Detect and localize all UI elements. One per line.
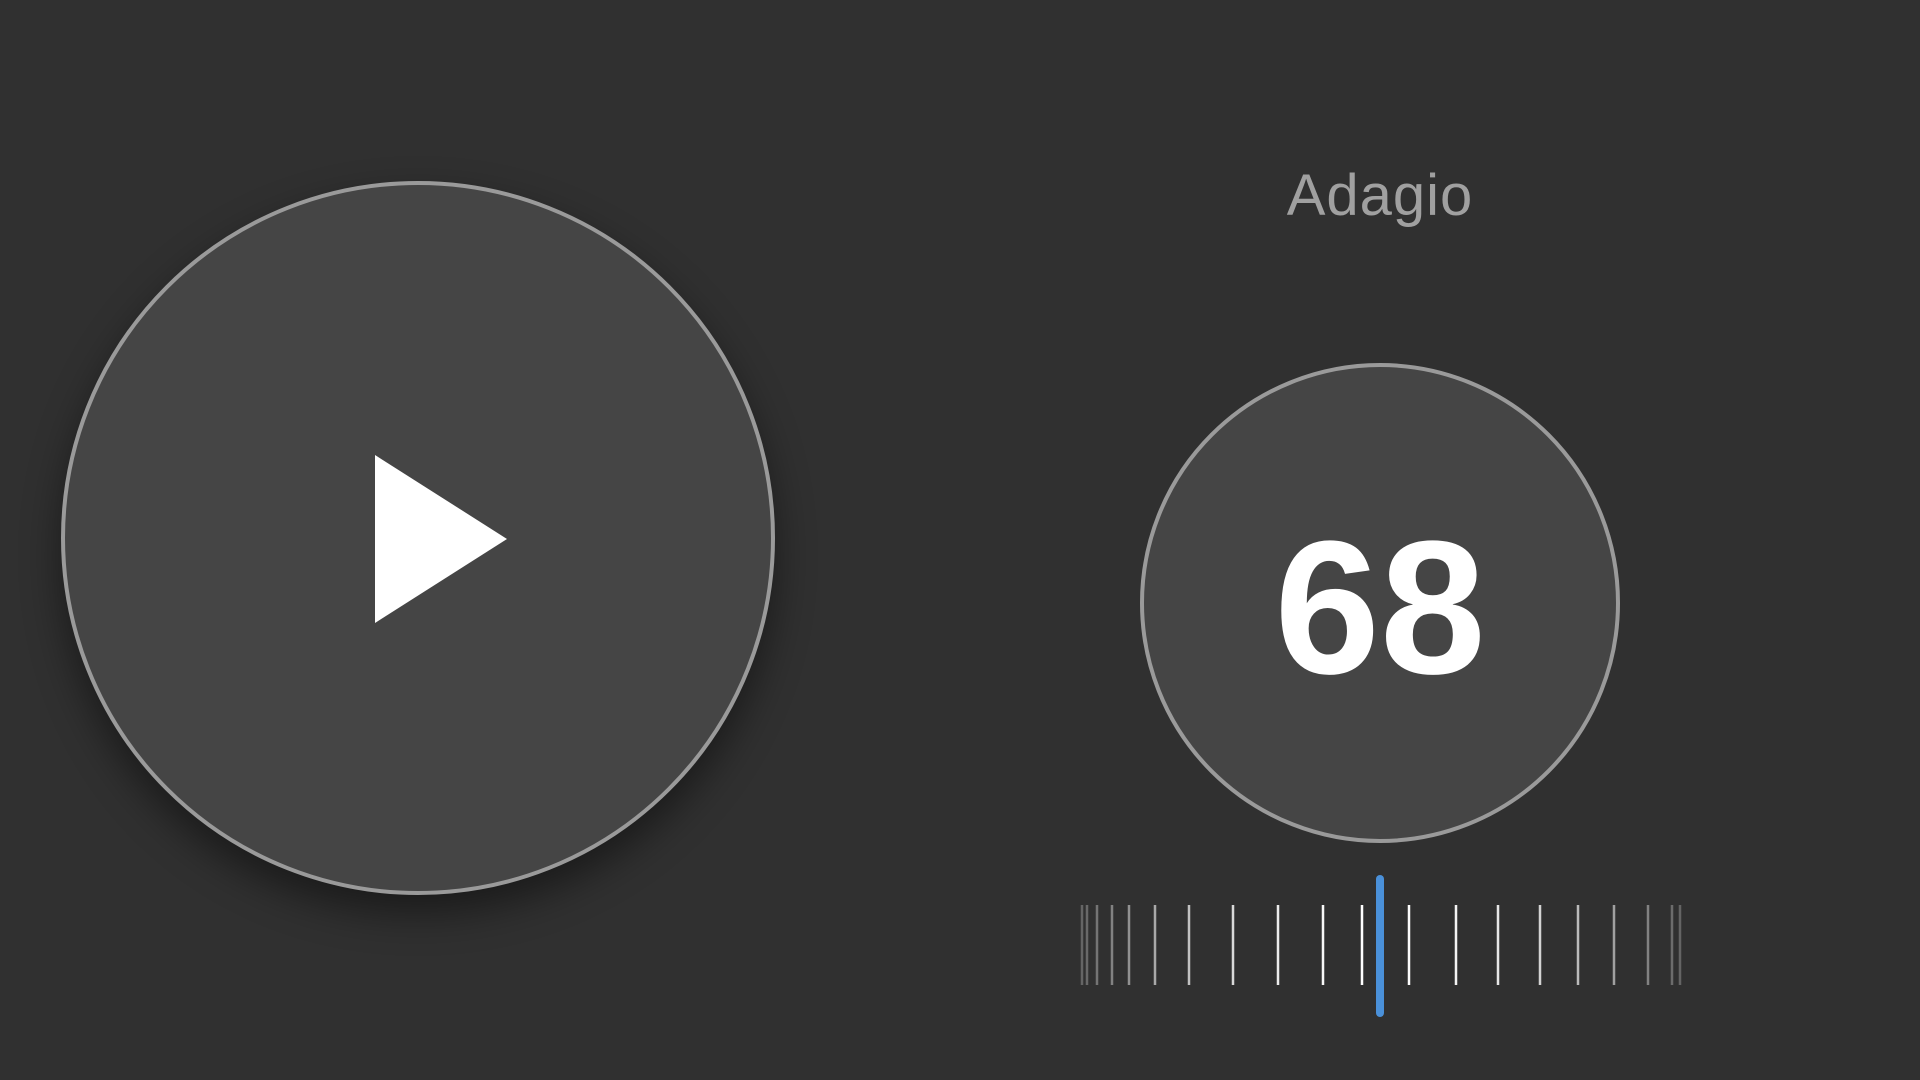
tick-mark bbox=[1646, 905, 1650, 985]
bpm-value: 68 bbox=[1274, 502, 1486, 714]
tick-wheel-graphic bbox=[1080, 875, 1682, 1017]
tick-mark bbox=[1153, 905, 1157, 985]
tick-mark bbox=[1576, 905, 1580, 985]
tick-mark bbox=[1454, 905, 1458, 985]
bpm-display[interactable]: 68 bbox=[1140, 363, 1620, 843]
tick-mark bbox=[1276, 905, 1280, 985]
tick-mark bbox=[1127, 905, 1131, 985]
tick-mark bbox=[1612, 905, 1616, 985]
tick-mark bbox=[1187, 905, 1191, 985]
tick-mark bbox=[1678, 905, 1682, 985]
tick-mark bbox=[1231, 905, 1235, 985]
tick-mark bbox=[1085, 905, 1089, 985]
tick-mark bbox=[1360, 905, 1364, 985]
tempo-indicator bbox=[1376, 875, 1384, 1017]
play-icon bbox=[375, 455, 507, 623]
tempo-tick-wheel[interactable] bbox=[1075, 870, 1685, 1020]
tick-mark bbox=[1538, 905, 1542, 985]
tick-mark bbox=[1670, 905, 1674, 985]
tick-mark bbox=[1496, 905, 1500, 985]
tempo-marking: Adagio bbox=[1286, 163, 1474, 228]
tick-mark bbox=[1321, 905, 1325, 985]
tick-mark bbox=[1095, 905, 1099, 985]
tick-mark bbox=[1110, 905, 1114, 985]
play-button[interactable] bbox=[61, 181, 775, 895]
tick-mark bbox=[1080, 905, 1084, 985]
tick-mark bbox=[1407, 905, 1411, 985]
